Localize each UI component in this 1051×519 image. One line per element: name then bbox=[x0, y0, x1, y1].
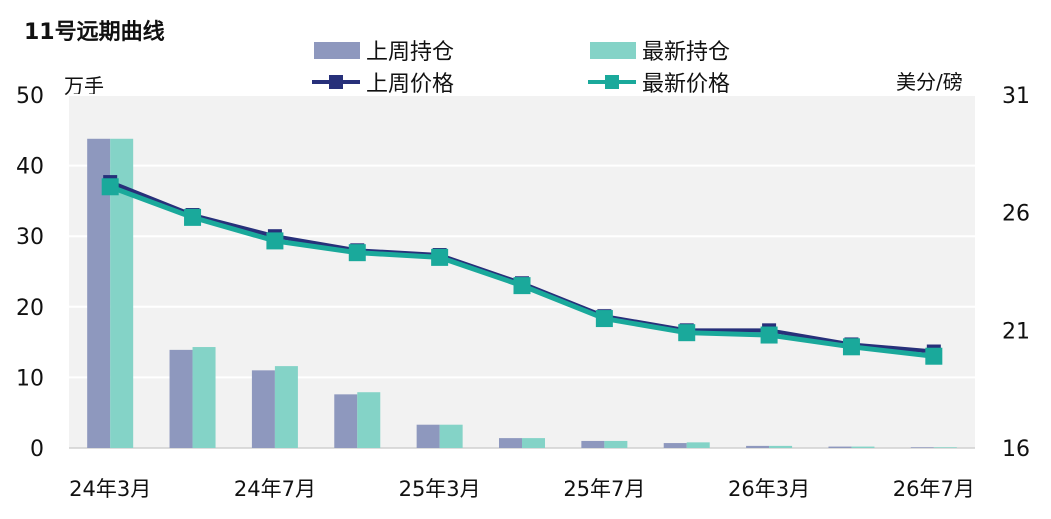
bar-last-week-position bbox=[746, 445, 770, 448]
bar-latest-position bbox=[604, 440, 628, 448]
x-tick-label: 26年7月 bbox=[893, 477, 975, 501]
marker-latest-price bbox=[678, 324, 696, 342]
bar-latest-position bbox=[686, 442, 710, 448]
left-tick-label: 20 bbox=[16, 296, 44, 321]
bar-latest-position bbox=[110, 138, 134, 448]
left-tick-label: 40 bbox=[16, 155, 44, 180]
marker-latest-price bbox=[101, 178, 119, 196]
bar-last-week-position bbox=[499, 438, 522, 448]
bar-last-week-position bbox=[663, 443, 687, 448]
legend-label-last-week-price: 上周价格 bbox=[366, 72, 455, 97]
legend-latest-price: 最新价格 bbox=[588, 66, 730, 98]
right-tick-label: 31 bbox=[1002, 84, 1030, 109]
bar-last-week-position bbox=[910, 447, 934, 448]
x-tick-label: 24年3月 bbox=[69, 477, 151, 501]
bar-latest-position bbox=[357, 392, 381, 448]
legend-last-week-price: 上周价格 bbox=[312, 66, 454, 98]
right-axis-unit: 美分/磅 bbox=[896, 70, 963, 94]
legend-swatch-last-week-price bbox=[312, 73, 360, 91]
left-tick-label: 10 bbox=[16, 366, 44, 391]
right-tick-label: 26 bbox=[1002, 202, 1030, 227]
bar-last-week-position bbox=[581, 440, 605, 448]
legend-label-latest-position: 最新持仓 bbox=[642, 40, 731, 65]
marker-latest-price bbox=[184, 208, 202, 226]
bar-latest-position bbox=[522, 438, 545, 448]
right-tick-label: 21 bbox=[1002, 319, 1030, 344]
right-tick-label: 16 bbox=[1002, 437, 1030, 462]
marker-latest-price bbox=[431, 248, 449, 266]
marker-latest-price bbox=[925, 347, 943, 365]
bar-latest-position bbox=[274, 366, 298, 448]
legend-label-latest-price: 最新价格 bbox=[642, 72, 731, 97]
bar-last-week-position bbox=[334, 394, 358, 448]
bar-latest-position bbox=[851, 446, 875, 448]
plot-area bbox=[69, 95, 975, 448]
left-tick-label: 0 bbox=[30, 437, 44, 462]
bar-last-week-position bbox=[416, 424, 440, 448]
bar-last-week-position bbox=[87, 138, 111, 448]
bar-latest-position bbox=[192, 347, 216, 448]
legend-last-week-position: 上周持仓 bbox=[314, 34, 454, 66]
bar-last-week-position bbox=[828, 446, 852, 448]
bar-last-week-position bbox=[169, 349, 193, 448]
legend-latest-position: 最新持仓 bbox=[590, 34, 730, 66]
bar-latest-position bbox=[439, 424, 463, 448]
legend-swatch-latest-price bbox=[588, 73, 636, 91]
left-tick-label: 50 bbox=[16, 84, 44, 109]
marker-latest-price bbox=[348, 244, 366, 262]
x-tick-label: 24年7月 bbox=[234, 477, 316, 501]
bar-latest-position bbox=[933, 447, 957, 448]
marker-latest-price bbox=[595, 310, 613, 328]
bar-latest-position bbox=[769, 445, 793, 448]
marker-latest-price bbox=[266, 232, 284, 250]
x-tick-label: 25年3月 bbox=[399, 477, 481, 501]
marker-latest-price bbox=[842, 338, 860, 356]
marker-latest-price bbox=[513, 277, 531, 295]
left-tick-label: 30 bbox=[16, 225, 44, 250]
bar-last-week-position bbox=[251, 370, 275, 448]
legend-label-last-week-position: 上周持仓 bbox=[366, 40, 455, 65]
x-tick-label: 26年3月 bbox=[728, 477, 810, 501]
legend-swatch-latest-position bbox=[590, 41, 636, 59]
marker-latest-price bbox=[760, 326, 778, 344]
x-tick-label: 25年7月 bbox=[563, 477, 645, 501]
chart-title: 11号远期曲线 bbox=[24, 20, 165, 45]
legend-swatch-last-week-position bbox=[314, 41, 360, 59]
